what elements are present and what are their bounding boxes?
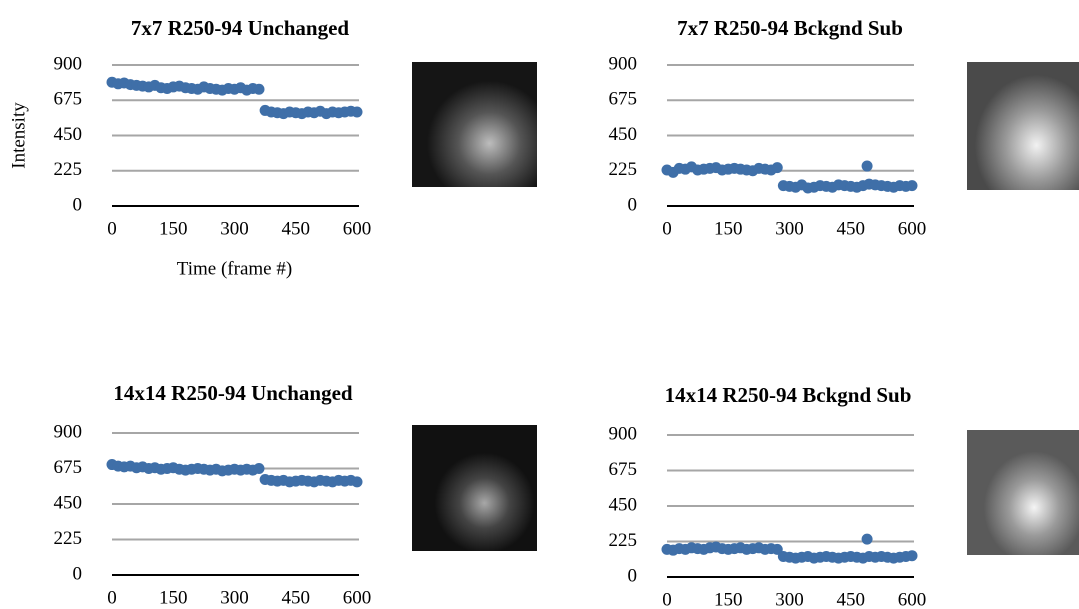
y-tick-label: 675 [609,459,638,480]
y-axis-label: Intensity [8,102,29,169]
point [772,162,783,173]
y-tick-label: 0 [628,194,638,215]
spot-image [967,430,1079,555]
y-tick-label: 225 [54,159,83,180]
x-tick-label: 300 [220,587,249,608]
spot-image [967,62,1079,190]
y-tick-label: 900 [54,53,83,74]
figure: 7x7 R250-94 Unchanged 0 225 450 675 900 0 150 30… [0,0,1079,609]
point [254,463,265,474]
spot-image [412,62,537,187]
x-tick-label: 0 [662,589,672,609]
y-tick-label: 450 [609,124,638,145]
x-tick-label: 0 [107,218,117,239]
x-tick-label: 150 [714,218,743,239]
y-tick-label: 225 [609,530,638,551]
point [862,161,873,172]
x-axis-label: Time (frame #) [177,258,292,279]
y-tick-label: 900 [609,423,638,444]
x-tick-label: 300 [775,589,804,609]
y-tick-label: 450 [54,124,83,145]
y-tick-label: 675 [54,89,83,110]
x-tick-label: 600 [898,218,927,239]
x-tick-label: 150 [159,587,188,608]
y-tick-label: 450 [609,494,638,515]
x-tick-label: 450 [282,218,311,239]
point [254,84,265,95]
y-tick-label: 225 [609,159,638,180]
x-tick-label: 450 [282,587,311,608]
x-tick-label: 600 [343,218,372,239]
x-tick-label: 0 [107,587,117,608]
x-tick-label: 150 [714,589,743,609]
y-tick-label: 675 [609,89,638,110]
chart-title: 14x14 R250-94 Unchanged [113,381,353,405]
spot-image [412,425,537,551]
x-tick-label: 0 [662,218,672,239]
point [862,534,873,545]
y-tick-label: 900 [54,421,83,442]
x-tick-label: 450 [837,589,866,609]
y-tick-label: 675 [54,457,83,478]
chart-title: 7x7 R250-94 Unchanged [131,16,350,40]
x-tick-label: 150 [159,218,188,239]
point [907,550,918,561]
x-tick-label: 300 [220,218,249,239]
chart-title: 14x14 R250-94 Bckgnd Sub [665,383,912,407]
point [352,107,363,118]
x-tick-label: 600 [898,589,927,609]
x-tick-label: 300 [775,218,804,239]
y-tick-label: 0 [73,194,83,215]
point [907,180,918,191]
chart-title: 7x7 R250-94 Bckgnd Sub [677,16,903,40]
y-tick-label: 225 [54,528,83,549]
y-tick-label: 0 [73,563,83,584]
x-tick-label: 600 [343,587,372,608]
y-tick-label: 450 [54,492,83,513]
point [352,476,363,487]
y-tick-label: 900 [609,53,638,74]
x-tick-label: 450 [837,218,866,239]
y-tick-label: 0 [628,565,638,586]
